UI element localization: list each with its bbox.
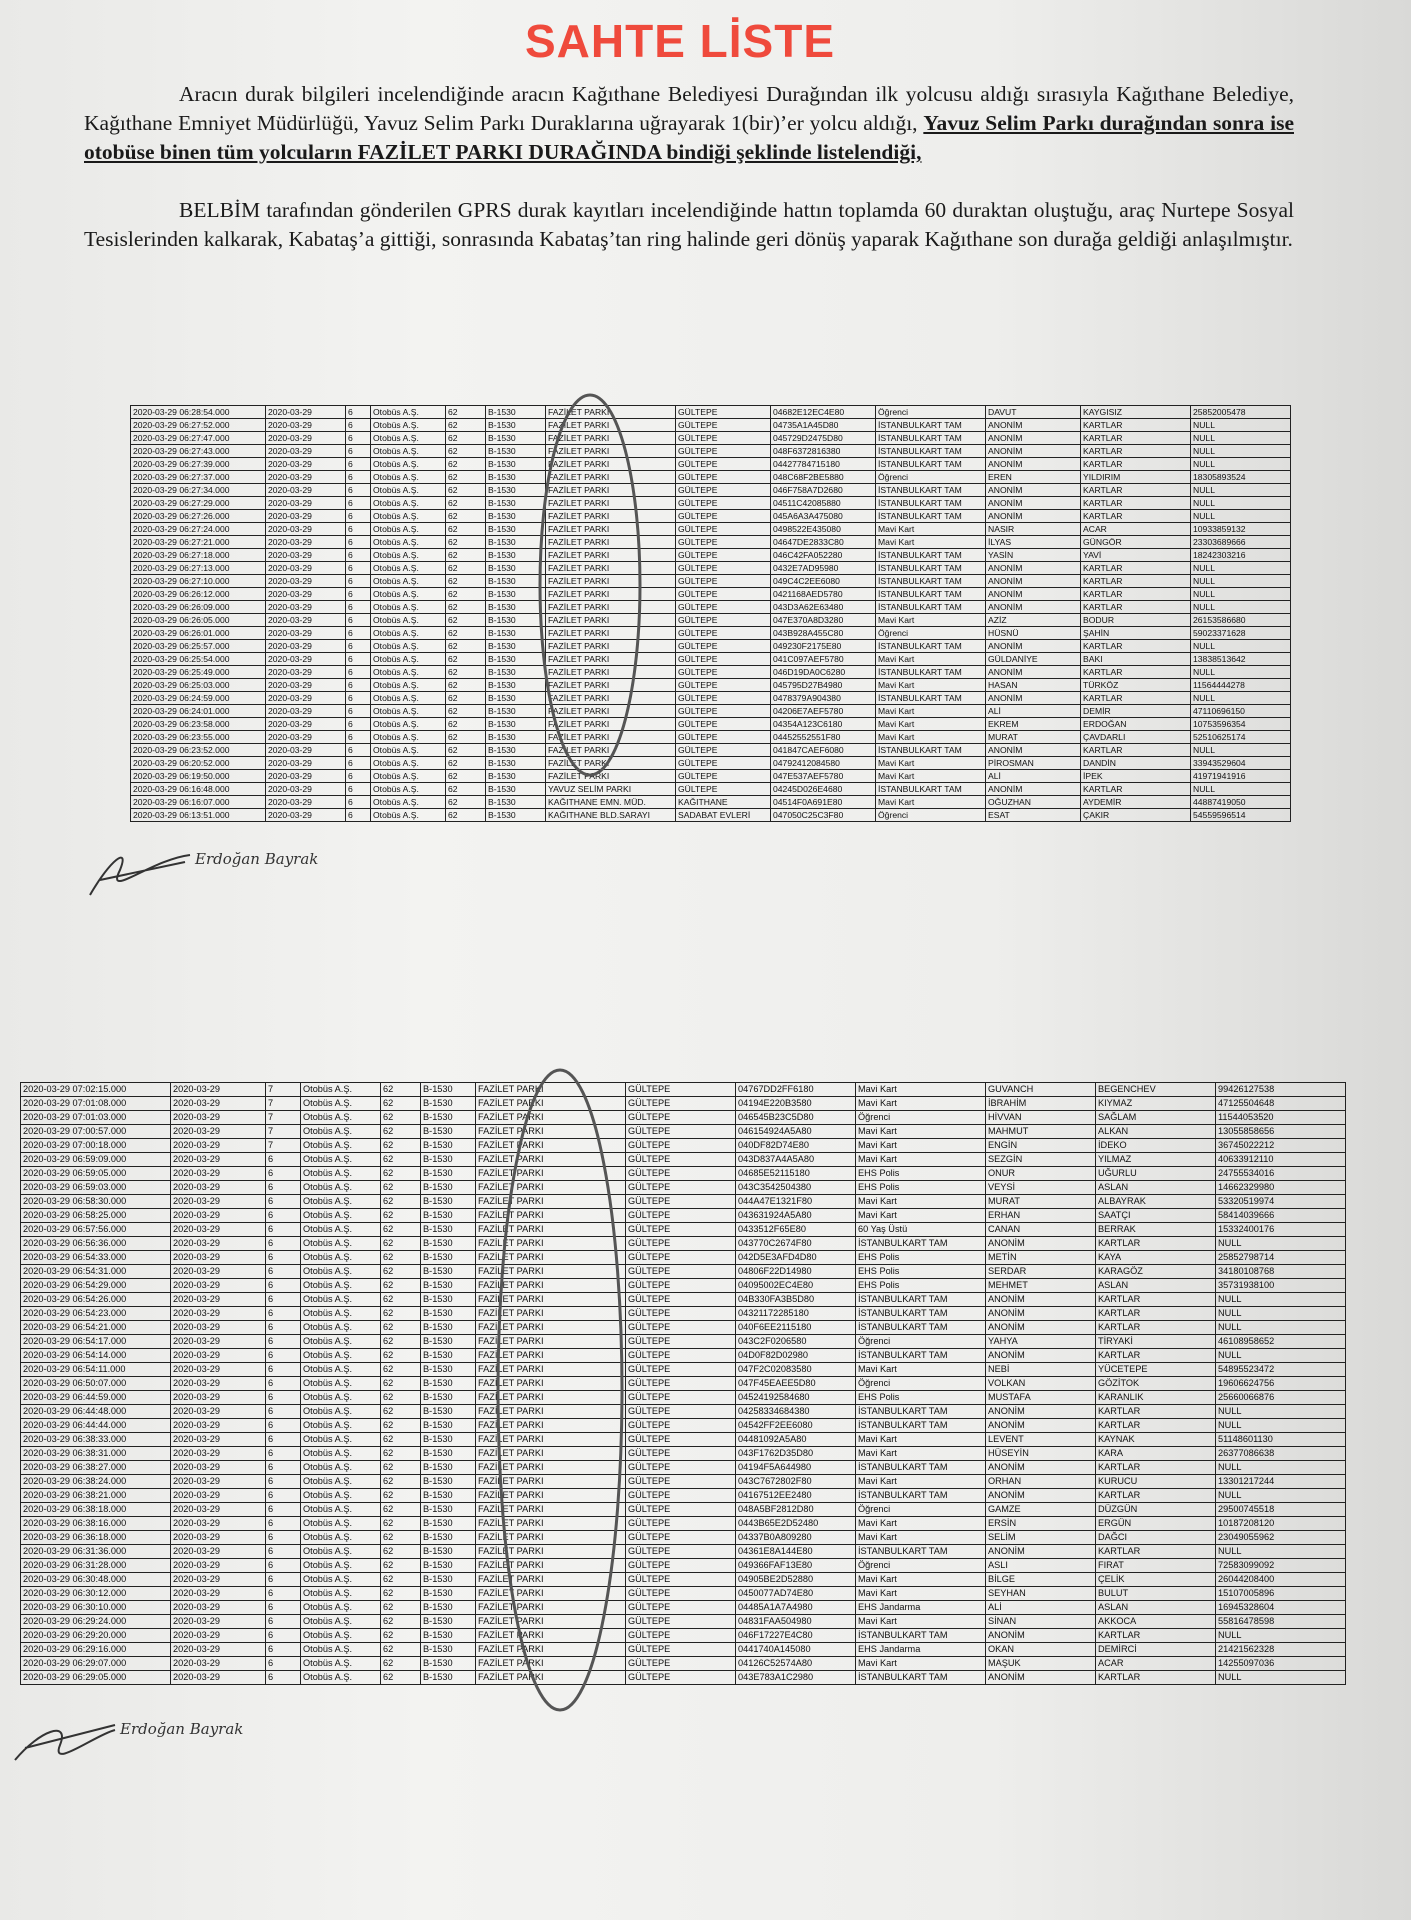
table-cell: Otobüs A.Ş. bbox=[370, 808, 446, 822]
table-row: 2020-03-29 06:31:36.000 2020-03-29 6 Otobüs… bbox=[20, 1544, 1346, 1559]
table-row: 2020-03-29 06:26:09.000 2020-03-29 6 Otobüs… bbox=[130, 600, 1291, 614]
table-row: 2020-03-29 06:57:56.000 2020-03-29 6 Otobüs… bbox=[20, 1222, 1346, 1237]
table-row: 2020-03-29 06:58:30.000 2020-03-29 6 Otobüs… bbox=[20, 1194, 1346, 1209]
table-cell: 047050C25C3F80 bbox=[770, 808, 876, 822]
table-row: 2020-03-29 07:00:57.000 2020-03-29 7 Otobüs… bbox=[20, 1124, 1346, 1139]
table-cell: 6 bbox=[345, 808, 371, 822]
table-row: 2020-03-29 06:38:24.000 2020-03-29 6 Otobüs… bbox=[20, 1474, 1346, 1489]
table-row: 2020-03-29 06:27:13.000 2020-03-29 6 Otobüs… bbox=[130, 561, 1291, 575]
table-row: 2020-03-29 06:23:52.000 2020-03-29 6 Otobüs… bbox=[130, 743, 1291, 757]
document-title: SAHTE LİSTE bbox=[524, 15, 836, 67]
table-row: 2020-03-29 06:27:24.000 2020-03-29 6 Otobüs… bbox=[130, 522, 1291, 536]
table-cell: NULL bbox=[1215, 1670, 1346, 1685]
signature-scribble bbox=[89, 854, 191, 896]
paragraph: Aracın durak bilgileri incelendiğinde ar… bbox=[84, 80, 1294, 167]
record-table: 2020-03-29 07:02:15.000 2020-03-29 7 Otobüs… bbox=[20, 1082, 1346, 1685]
signature-scribble bbox=[14, 1724, 116, 1761]
table-row: 2020-03-29 06:25:57.000 2020-03-29 6 Otobüs… bbox=[130, 639, 1291, 653]
paragraph-text: Aracın durak bilgileri incelendiğinde ar… bbox=[84, 82, 1294, 135]
table-row: 2020-03-29 06:38:27.000 2020-03-29 6 Otobüs… bbox=[20, 1460, 1346, 1475]
table-row: 2020-03-29 06:38:33.000 2020-03-29 6 Otobüs… bbox=[20, 1432, 1346, 1447]
table-row: 2020-03-29 06:38:21.000 2020-03-29 6 Otobüs… bbox=[20, 1488, 1346, 1503]
table-row: 2020-03-29 06:26:01.000 2020-03-29 6 Otobüs… bbox=[130, 626, 1291, 640]
table-cell: 54559596514 bbox=[1190, 808, 1291, 822]
table-row: 2020-03-29 06:27:10.000 2020-03-29 6 Otobüs… bbox=[130, 574, 1291, 588]
table-row: 2020-03-29 06:54:17.000 2020-03-29 6 Otobüs… bbox=[20, 1334, 1346, 1349]
table-row: 2020-03-29 06:27:29.000 2020-03-29 6 Otobüs… bbox=[130, 496, 1291, 510]
table-row: 2020-03-29 06:29:05.000 2020-03-29 6 Otobüs… bbox=[20, 1670, 1346, 1685]
signature-name: Erdoğan Bayrak bbox=[120, 1720, 244, 1738]
table-row: 2020-03-29 06:27:43.000 2020-03-29 6 Otobüs… bbox=[130, 444, 1291, 458]
table-row: 2020-03-29 06:29:07.000 2020-03-29 6 Otobüs… bbox=[20, 1656, 1346, 1671]
table-row: 2020-03-29 06:25:49.000 2020-03-29 6 Otobüs… bbox=[130, 665, 1291, 679]
table-row: 2020-03-29 06:16:48.000 2020-03-29 6 Otobüs… bbox=[130, 782, 1291, 796]
paragraph: BELBİM tarafından gönderilen GPRS durak … bbox=[84, 196, 1294, 254]
table-row: 2020-03-29 06:24:01.000 2020-03-29 6 Otobüs… bbox=[130, 704, 1291, 718]
table-row: 2020-03-29 06:56:36.000 2020-03-29 6 Otobüs… bbox=[20, 1236, 1346, 1251]
record-table: 2020-03-29 06:28:54.000 2020-03-29 6 Otobüs… bbox=[130, 405, 1291, 822]
table-row: 2020-03-29 07:01:08.000 2020-03-29 7 Otobüs… bbox=[20, 1096, 1346, 1111]
paragraph-text: BELBİM tarafından gönderilen GPRS durak … bbox=[84, 198, 1294, 251]
table-row: 2020-03-29 06:27:37.000 2020-03-29 6 Otobüs… bbox=[130, 470, 1291, 484]
table-row: 2020-03-29 06:44:44.000 2020-03-29 6 Otobüs… bbox=[20, 1418, 1346, 1433]
table-row: 2020-03-29 06:44:59.000 2020-03-29 6 Otobüs… bbox=[20, 1390, 1346, 1405]
table-row: 2020-03-29 06:24:59.000 2020-03-29 6 Otobüs… bbox=[130, 691, 1291, 705]
table-row: 2020-03-29 06:27:47.000 2020-03-29 6 Otobüs… bbox=[130, 431, 1291, 445]
table-row: 2020-03-29 07:02:15.000 2020-03-29 7 Otobüs… bbox=[20, 1082, 1346, 1097]
table-row: 2020-03-29 06:44:48.000 2020-03-29 6 Otobüs… bbox=[20, 1404, 1346, 1419]
table-row: 2020-03-29 06:13:51.000 2020-03-29 6 Otobüs… bbox=[130, 808, 1291, 822]
paragraph-emphasis: Yavuz Selim Parkı durağından sonra ise o… bbox=[84, 111, 1294, 164]
table-row: 2020-03-29 06:29:20.000 2020-03-29 6 Otobüs… bbox=[20, 1628, 1346, 1643]
table-row: 2020-03-29 06:54:11.000 2020-03-29 6 Otobüs… bbox=[20, 1362, 1346, 1377]
table-row: 2020-03-29 06:38:16.000 2020-03-29 6 Otobüs… bbox=[20, 1516, 1346, 1531]
table-row: 2020-03-29 06:54:33.000 2020-03-29 6 Otobüs… bbox=[20, 1250, 1346, 1265]
table-row: 2020-03-29 06:54:29.000 2020-03-29 6 Otobüs… bbox=[20, 1278, 1346, 1293]
table-cell: Otobüs A.Ş. bbox=[300, 1670, 381, 1685]
hand-drawn-oval bbox=[496, 1068, 624, 1712]
table-cell: ESAT bbox=[985, 808, 1081, 822]
table-cell: Öğrenci bbox=[875, 808, 986, 822]
table-row: 2020-03-29 06:59:05.000 2020-03-29 6 Otobüs… bbox=[20, 1166, 1346, 1181]
table-row: 2020-03-29 06:27:26.000 2020-03-29 6 Otobüs… bbox=[130, 509, 1291, 523]
hand-drawn-oval bbox=[538, 393, 642, 777]
table-cell: 62 bbox=[380, 1670, 421, 1685]
table-row: 2020-03-29 06:38:31.000 2020-03-29 6 Otobüs… bbox=[20, 1446, 1346, 1461]
table-row: 2020-03-29 06:36:18.000 2020-03-29 6 Otobüs… bbox=[20, 1530, 1346, 1545]
table-row: 2020-03-29 06:26:05.000 2020-03-29 6 Otobüs… bbox=[130, 613, 1291, 627]
table-cell: 043E783A1C2980 bbox=[735, 1670, 856, 1685]
table-cell: 2020-03-29 bbox=[265, 808, 346, 822]
table-row: 2020-03-29 06:54:31.000 2020-03-29 6 Otobüs… bbox=[20, 1264, 1346, 1279]
table-row: 2020-03-29 06:23:58.000 2020-03-29 6 Otobüs… bbox=[130, 717, 1291, 731]
table-cell: GÜLTEPE bbox=[625, 1670, 736, 1685]
table-cell: KARTLAR bbox=[1095, 1670, 1216, 1685]
signature-name: Erdoğan Bayrak bbox=[195, 850, 319, 868]
table-row: 2020-03-29 06:54:26.000 2020-03-29 6 Otobüs… bbox=[20, 1292, 1346, 1307]
table-row: 2020-03-29 06:27:21.000 2020-03-29 6 Otobüs… bbox=[130, 535, 1291, 549]
table-row: 2020-03-29 06:20:52.000 2020-03-29 6 Otobüs… bbox=[130, 756, 1291, 770]
table-row: 2020-03-29 06:54:14.000 2020-03-29 6 Otobüs… bbox=[20, 1348, 1346, 1363]
table-row: 2020-03-29 06:26:12.000 2020-03-29 6 Otobüs… bbox=[130, 587, 1291, 601]
table-row: 2020-03-29 06:50:07.000 2020-03-29 6 Otobüs… bbox=[20, 1376, 1346, 1391]
